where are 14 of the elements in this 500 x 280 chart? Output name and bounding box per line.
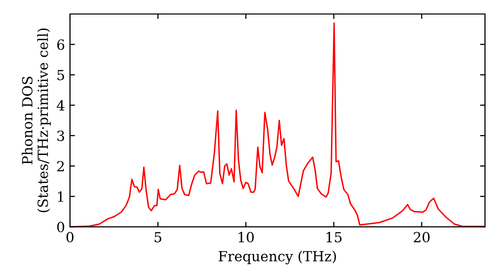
- x-tick-label: 15: [326, 232, 342, 242]
- x-axis-title: Frequency (THz): [218, 250, 336, 264]
- y-tick-label: 6: [57, 39, 64, 50]
- y-tick-label: 5: [57, 70, 64, 80]
- x-tick-label: 5: [154, 232, 162, 242]
- x-tick-label: 20: [414, 232, 430, 242]
- y-axis-title: Phonon DOS (States/THz·primitive cell): [22, 28, 51, 212]
- x-tick-label: 10: [238, 232, 254, 242]
- y-tick-label: 1: [58, 191, 64, 202]
- y-tick-label: 2: [57, 160, 64, 172]
- y-tick-label: 3: [57, 130, 64, 142]
- y-tick-label: 4: [56, 100, 64, 110]
- x-tick-label: 0: [66, 232, 74, 242]
- y-tick-label: 0: [57, 222, 64, 232]
